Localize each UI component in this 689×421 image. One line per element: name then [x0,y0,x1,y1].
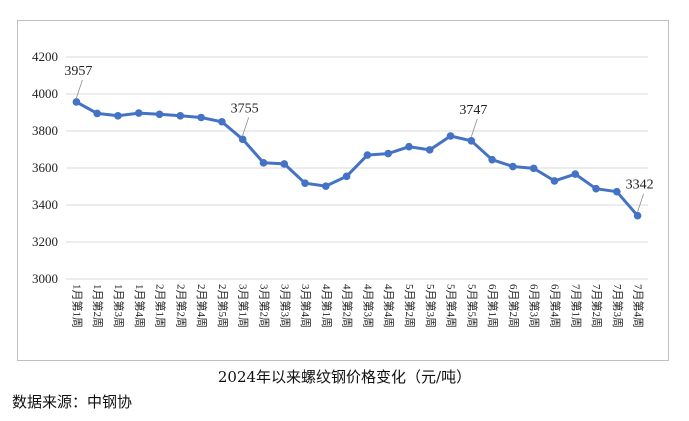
y-tick-label: 4200 [32,49,58,64]
x-tick-label: 7月第4周 [632,284,646,328]
x-tick-label: 1月第4周 [133,284,147,328]
data-source-note: 数据来源：中钢协 [12,393,133,411]
y-tick-label: 3600 [32,160,58,175]
data-label-leader [637,193,644,212]
x-tick-label: 2月第4周 [195,284,209,328]
x-tick-label: 2月第1周 [154,284,168,328]
series-line [74,100,640,218]
data-point [571,170,580,178]
x-tick-label: 4月第3周 [361,284,375,328]
x-tick-label: 7月第3周 [611,284,625,328]
data-point [280,160,289,168]
x-tick-label: 6月第2周 [507,284,521,328]
data-point [488,155,496,164]
x-tick-label: 6月第4周 [548,284,562,328]
x-tick-label: 3月第4周 [299,284,313,328]
data-point [446,132,455,140]
data-point [155,110,164,119]
data-point [384,149,392,158]
data-point [72,98,81,106]
x-tick-label: 1月第2周 [91,284,105,328]
y-tick-label: 3000 [32,271,58,286]
data-point [342,172,351,181]
data-point [176,112,185,120]
data-point [425,146,434,154]
data-point [238,135,247,144]
data-point [529,164,538,173]
data-label: 3957 [64,64,92,79]
x-tick-label: 3月第2周 [257,284,271,328]
data-label: 3755 [231,101,259,116]
x-tick-label: 3月第1周 [237,284,251,328]
x-tick-label: 5月第2周 [403,284,417,328]
x-tick-label: 6月第1周 [486,284,500,328]
data-point [218,117,226,126]
x-tick-label: 1月第3周 [112,284,126,328]
y-tick-label: 3200 [32,234,58,249]
x-tick-label: 2月第5周 [216,284,230,328]
data-point [613,187,621,196]
data-point [467,137,476,145]
x-tick-label: 5月第5周 [465,284,479,328]
data-point [114,112,122,120]
x-tick-label: 4月第4周 [382,284,396,328]
x-tick-label: 5月第4周 [445,284,459,328]
y-tick-label: 3800 [32,123,58,138]
x-tick-label: 2月第2周 [174,284,188,328]
data-label-leader [76,79,83,99]
data-label-leader [470,118,478,137]
data-point [633,211,642,220]
data-point [550,177,559,185]
chart-title: 2024年以来螺纹钢价格变化（元/吨） [217,368,472,386]
data-point [93,109,101,118]
data-point [301,179,309,187]
x-tick-label: 4月第1周 [320,284,334,328]
x-tick-label: 4月第2周 [341,284,355,328]
data-point [405,142,413,151]
data-point [134,109,143,117]
x-tick-label: 1月第1周 [70,284,84,328]
x-tick-label: 5月第3周 [424,284,438,328]
x-tick-label: 7月第2周 [590,284,604,328]
data-label-leader [242,117,250,136]
chart-frame [17,20,669,361]
data-point [592,184,600,193]
data-point [363,151,372,159]
x-tick-label: 6月第3周 [528,284,542,328]
data-label: 3747 [459,103,487,118]
x-tick-label: 7月第1周 [569,284,583,328]
y-tick-label: 3400 [32,197,58,212]
data-point [509,162,517,171]
x-tick-label: 3月第3周 [278,284,292,328]
data-point [259,159,268,167]
data-point [197,113,205,122]
data-label: 3342 [626,178,654,193]
data-point [322,182,330,190]
y-tick-label: 4000 [32,86,58,101]
